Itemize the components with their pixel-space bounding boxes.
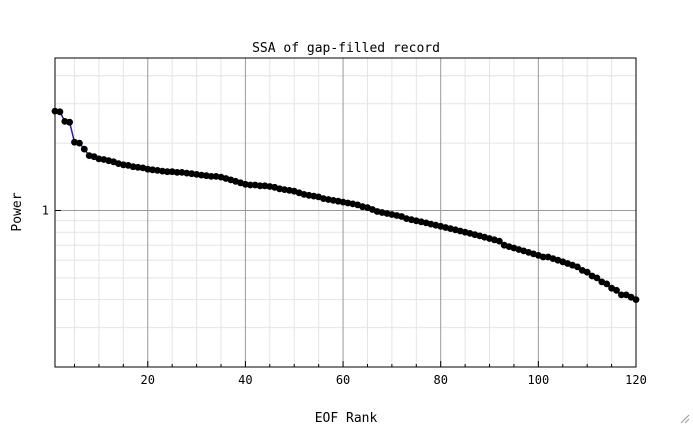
- x-tick-label: 80: [433, 373, 447, 387]
- data-point: [618, 291, 625, 299]
- resize-grip-icon[interactable]: [680, 414, 690, 424]
- data-point: [76, 139, 83, 147]
- x-tick-label: 120: [625, 373, 647, 387]
- x-tick-label: 20: [141, 373, 155, 387]
- chart-title: SSA of gap-filled record: [252, 41, 440, 56]
- data-point: [163, 168, 171, 176]
- x-axis-label: EOF Rank: [315, 411, 378, 426]
- series-layer: [51, 107, 640, 303]
- data-point: [593, 274, 601, 282]
- x-tick-label: 100: [528, 373, 550, 387]
- x-tick-label: 40: [238, 373, 252, 387]
- data-point: [207, 173, 215, 180]
- minor-gridlines: [55, 58, 636, 368]
- y-tick-label: 1: [42, 204, 49, 218]
- data-point: [246, 181, 254, 189]
- data-point: [495, 237, 503, 245]
- data-point: [583, 268, 591, 276]
- data-point: [173, 169, 181, 176]
- x-tick-label: 60: [336, 373, 350, 387]
- data-point: [539, 253, 547, 261]
- data-point: [613, 286, 620, 294]
- data-point: [66, 118, 73, 126]
- data-point: [574, 263, 581, 271]
- data-point: [256, 182, 264, 190]
- data-point: [56, 108, 64, 116]
- data-point: [80, 145, 88, 153]
- y-axis-label: Power: [10, 192, 25, 231]
- y-axis-ticks: 1: [42, 204, 61, 218]
- data-point: [632, 296, 640, 303]
- data-point: [603, 280, 611, 288]
- plot-frame: [54, 57, 637, 368]
- x-axis-ticks: 20 40 60 80 100 120: [74, 361, 647, 387]
